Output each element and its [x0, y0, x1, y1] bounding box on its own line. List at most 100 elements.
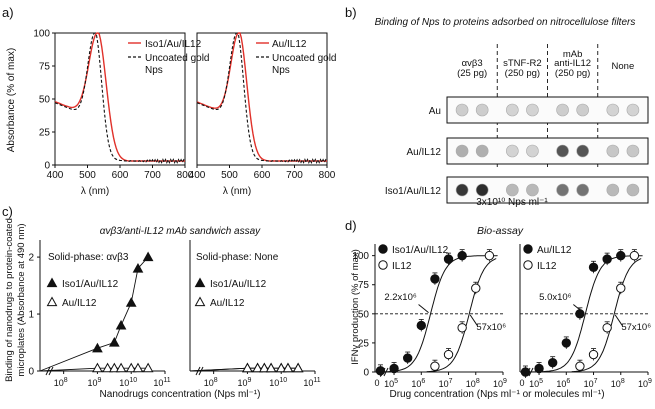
legend-dashed-label-2: Nps — [145, 65, 163, 76]
blot-dot — [556, 183, 569, 197]
blot-dot — [606, 183, 620, 197]
panel-b-caption: 3x10¹⁰ Nps ml⁻¹ — [476, 197, 548, 208]
ytick-label: 0 — [44, 161, 50, 172]
xtick-label: 600 — [112, 170, 129, 181]
blot-dot — [475, 183, 489, 197]
xtick-label: 1011 — [153, 377, 170, 388]
data-marker — [520, 367, 531, 377]
legend-solid-label: Iso1/Au/IL12 — [145, 39, 202, 50]
data-marker — [616, 250, 626, 261]
panel-d-title: Bio-assay — [477, 225, 524, 237]
xtick-label: 800 — [177, 170, 194, 181]
legend-open-label: IL12 — [537, 261, 557, 272]
panel-b-title: Binding of Nps to proteins adsorbed on n… — [375, 17, 636, 28]
xtick-label: 107 — [439, 378, 453, 389]
blot-dot — [606, 144, 620, 158]
xtick-label: 500 — [79, 170, 96, 181]
xtick-label: 700 — [144, 170, 161, 181]
blot-dot — [556, 103, 569, 117]
xtick-label: 105 — [384, 378, 398, 389]
xtick-label: 109 — [493, 378, 507, 389]
blot-dot — [526, 103, 539, 117]
panel-c-right-solidphase: Solid-phase: None — [196, 252, 279, 263]
data-marker — [265, 362, 277, 373]
fit-curve-1 — [426, 258, 497, 373]
data-marker — [125, 362, 137, 373]
column-header-line1: mAb — [563, 49, 583, 60]
xtick-label: 109 — [237, 377, 251, 388]
data-marker — [92, 342, 103, 353]
data-marker — [108, 362, 120, 373]
legend-filled-label: Au/IL12 — [537, 245, 572, 256]
blot-dot — [455, 144, 469, 158]
legend-filled-marker — [194, 277, 206, 288]
xtick-label: 400 — [47, 170, 64, 181]
xtick-label: 1010 — [269, 377, 287, 388]
legend-open-label: Au/IL12 — [62, 298, 97, 309]
xtick-label: 600 — [254, 170, 271, 181]
ytick-label: 1 — [28, 310, 34, 321]
data-marker — [258, 362, 270, 373]
panel-c-left-plot: Solid-phase: αvβ3 0 1 2 108 109 1010 1011 — [28, 240, 171, 388]
data-marker — [471, 283, 481, 293]
data-marker — [602, 254, 612, 264]
data-marker — [142, 362, 154, 373]
legend-solid-label: Au/IL12 — [272, 39, 307, 50]
xtick-label: 108 — [466, 378, 480, 389]
data-marker — [457, 323, 467, 333]
panel-b-label: b) — [345, 5, 357, 20]
xtick-label: 106 — [556, 378, 570, 389]
panel-a-right-plot: λ (nm) Au/IL12 Uncoated gold Nps — [196, 32, 337, 197]
data-marker — [242, 362, 253, 373]
legend-filled-label: Iso1/Au/IL12 — [62, 279, 119, 290]
data-marker — [430, 274, 440, 284]
blot-dot — [556, 144, 569, 158]
row-label: Au — [429, 106, 441, 117]
data-marker — [588, 262, 599, 272]
ytick-label: 0 — [28, 367, 34, 378]
panel-c-ylabel-2: microplates (Absorbance at 490 nm) — [16, 223, 27, 376]
blot-dot — [576, 183, 589, 197]
ytick-label: 25 — [39, 128, 51, 139]
legend-filled-label: Iso1/Au/IL12 — [210, 279, 267, 290]
blot-dot — [506, 144, 519, 158]
row-label: Au/IL12 — [407, 147, 442, 158]
legend-filled-marker — [523, 244, 533, 254]
blot-dot — [506, 103, 519, 117]
data-marker — [443, 349, 454, 360]
data-marker — [457, 250, 467, 261]
legend-filled-marker — [46, 277, 58, 288]
legend-dashed-label-1: Uncoated gold — [145, 53, 210, 64]
data-marker — [252, 362, 263, 373]
panel-d-ylabel: IFNγ production (% of max) — [350, 249, 361, 365]
spectrum-series-1 — [54, 32, 186, 165]
ec50-arrow-2 — [469, 314, 478, 326]
blot-dot — [526, 183, 539, 197]
legend-open-marker — [46, 296, 58, 307]
ytick-label: 50 — [39, 95, 51, 106]
data-marker — [561, 338, 571, 348]
ytick-label: 0 — [363, 368, 369, 379]
xtick-label: 108 — [54, 377, 68, 388]
series-line-0 — [39, 256, 149, 372]
panel-c-right-plot: Solid-phase: None 108 109 1010 1011 — [189, 240, 321, 388]
column-header-line2: sTNF-R2 — [503, 58, 542, 69]
blot-dot — [455, 183, 469, 197]
blot-dot — [626, 183, 640, 197]
xtick-label: 1011 — [303, 377, 320, 388]
legend-filled-marker — [378, 244, 388, 254]
panel-d-label: d) — [345, 218, 357, 233]
panel-a-left-xlabel: λ (nm) — [81, 186, 109, 197]
column-header-line3: (250 pg) — [555, 68, 590, 79]
xtick-label: 800 — [319, 170, 336, 181]
dot-blot: αvβ3(25 pg)sTNF-R2(250 pg)mAbanti-IL12(2… — [385, 44, 649, 204]
data-marker — [575, 309, 585, 319]
legend-open-label: IL12 — [392, 261, 412, 272]
data-marker — [402, 353, 413, 363]
xtick-label: 1010 — [119, 377, 137, 388]
data-marker — [115, 362, 127, 373]
data-marker — [430, 361, 440, 371]
xtick-label: 105 — [529, 378, 543, 389]
panel-c-ylabel-1: Binding of nanodrugs to protein-coated — [4, 218, 15, 382]
xtick-label: 400 — [189, 170, 206, 181]
